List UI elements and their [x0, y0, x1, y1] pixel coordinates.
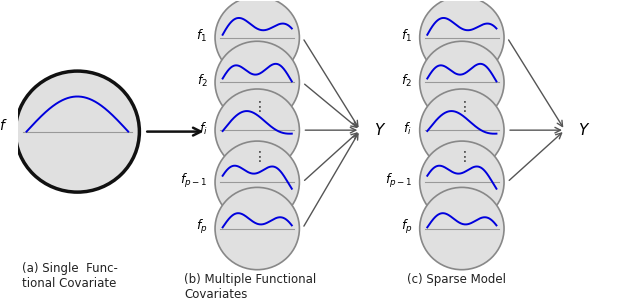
Text: $\vdots$: $\vdots$ [457, 99, 467, 114]
Ellipse shape [215, 89, 300, 171]
Text: $Y$: $Y$ [374, 122, 386, 138]
Text: $f_{p-1}$: $f_{p-1}$ [385, 172, 412, 190]
Text: (b) Multiple Functional
Covariates: (b) Multiple Functional Covariates [184, 273, 316, 301]
Text: $\vdots$: $\vdots$ [252, 99, 262, 114]
Ellipse shape [15, 71, 140, 192]
Text: $f_1$: $f_1$ [196, 28, 207, 44]
Ellipse shape [420, 187, 504, 270]
Text: (c) Sparse Model: (c) Sparse Model [407, 273, 506, 286]
Ellipse shape [420, 141, 504, 223]
Ellipse shape [215, 141, 300, 223]
Text: $Y$: $Y$ [217, 124, 229, 140]
Text: $f_p$: $f_p$ [196, 218, 207, 236]
Text: $f_i$: $f_i$ [199, 121, 207, 137]
Text: $f_1$: $f_1$ [401, 28, 412, 44]
Text: $Y$: $Y$ [579, 122, 591, 138]
Text: $f_{p-1}$: $f_{p-1}$ [180, 172, 207, 190]
Ellipse shape [420, 0, 504, 79]
Ellipse shape [420, 89, 504, 171]
Text: $f$: $f$ [0, 118, 8, 133]
Ellipse shape [215, 0, 300, 79]
Ellipse shape [420, 41, 504, 124]
Text: (a) Single  Func-
tional Covariate: (a) Single Func- tional Covariate [22, 262, 117, 290]
Text: $f_p$: $f_p$ [401, 218, 412, 236]
Text: $f_2$: $f_2$ [196, 73, 207, 89]
Text: $\vdots$: $\vdots$ [252, 149, 262, 164]
Ellipse shape [215, 187, 300, 270]
Text: $f_2$: $f_2$ [401, 73, 412, 89]
Ellipse shape [215, 41, 300, 124]
Text: $f_i$: $f_i$ [403, 121, 412, 137]
Text: $\vdots$: $\vdots$ [457, 149, 467, 164]
